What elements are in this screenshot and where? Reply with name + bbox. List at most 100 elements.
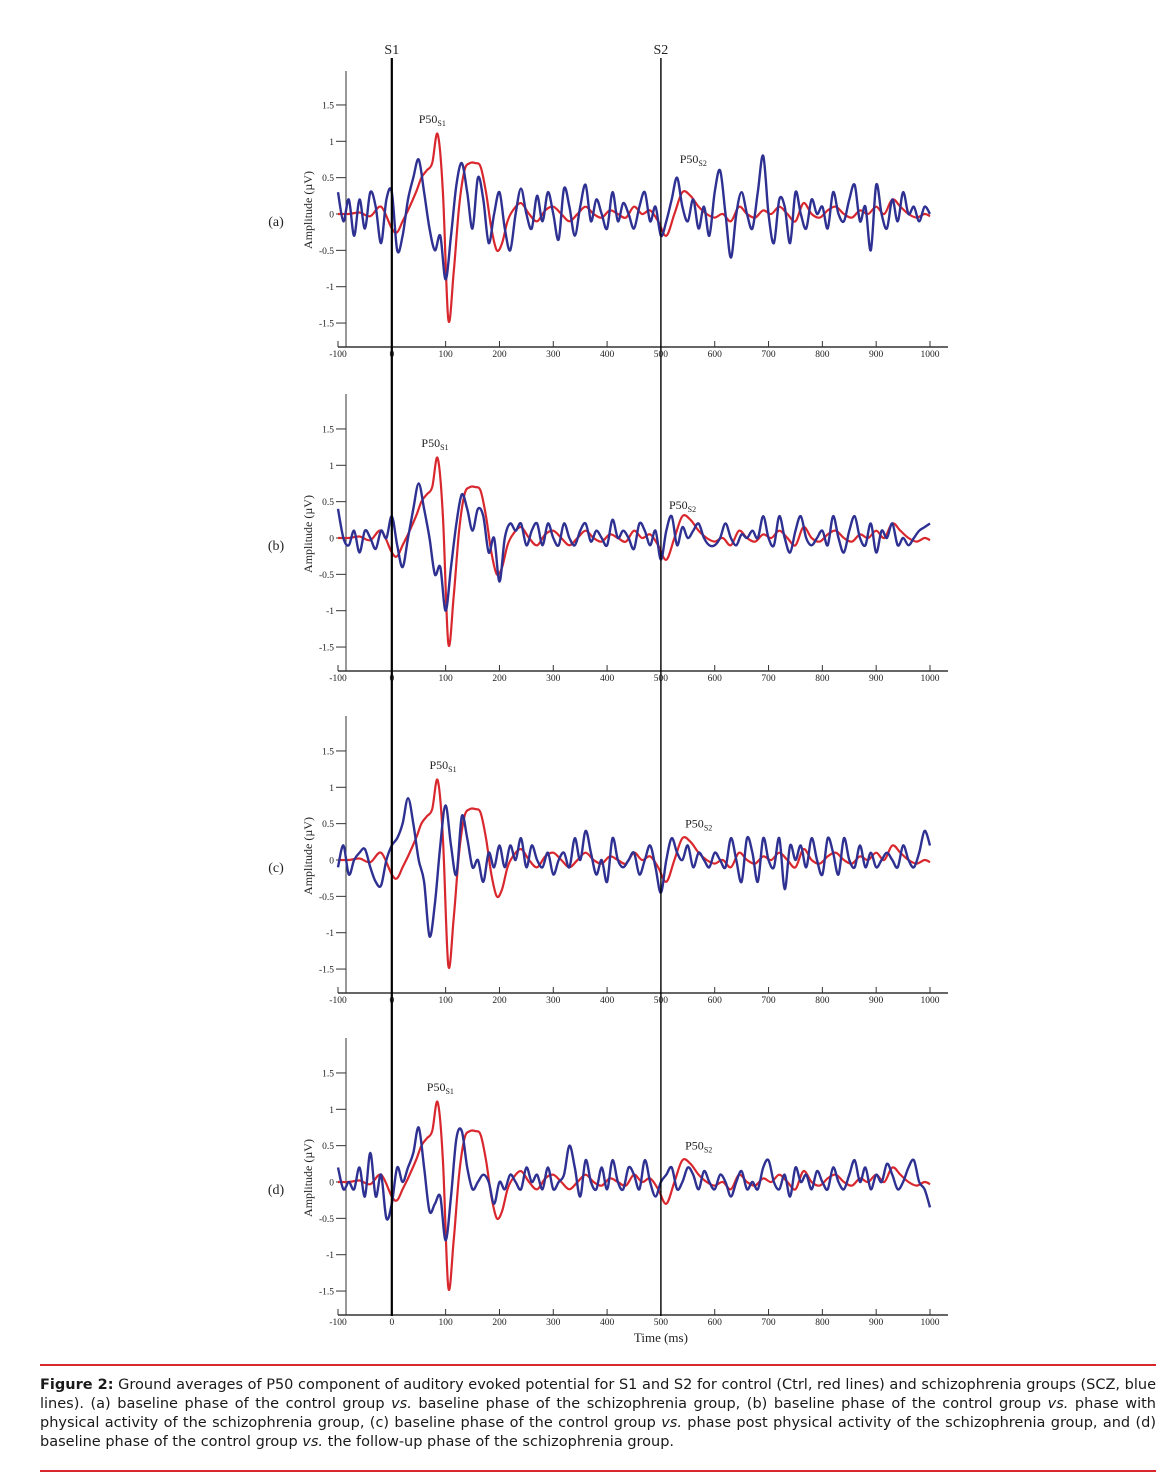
caption-text: Ground averages of P50 component of audi… <box>40 1377 1157 1450</box>
panel-c-y-tick-label: 1 <box>329 784 334 794</box>
panel-a-y-tick-label: 0.5 <box>322 174 334 184</box>
panel-d-x-tick-label: 700 <box>761 1318 776 1328</box>
panel-b-x-tick-label: 900 <box>869 674 884 684</box>
panel-a-x-tick-label: 400 <box>600 350 615 360</box>
panel-a-y-axis-title: Amplitude (µV) <box>301 171 315 249</box>
panel-d-x-tick-label: 1000 <box>921 1318 940 1328</box>
panel-b-y-tick-label: 0 <box>329 535 334 545</box>
panel-b-y-tick-label: -0.5 <box>319 571 334 581</box>
panel-d-label: (d) <box>268 1183 285 1198</box>
panel-c-x-tick-label: 1000 <box>921 996 940 1006</box>
x-axis-title: Time (ms) <box>634 1330 688 1345</box>
panel-d-x-tick-label: 200 <box>492 1318 507 1328</box>
panel-c-x-tick-label: 300 <box>546 996 561 1006</box>
panel-b-y-tick-label: -1 <box>326 607 334 617</box>
panel-b-x-tick-label: 600 <box>708 674 723 684</box>
panel-d-x-tick-label: -100 <box>329 1318 347 1328</box>
panel-d-y-tick-label: 0 <box>329 1179 334 1189</box>
panel-c-x-tick-label: 800 <box>815 996 830 1006</box>
caption-top-rule <box>40 1364 1156 1366</box>
panel-a-peak-label-s2: P50S2 <box>680 152 707 168</box>
panel-d-peak-label-s2: P50S2 <box>685 1138 712 1154</box>
panel-d-x-tick-label: 900 <box>869 1318 884 1328</box>
panel-b-peak-label-s2: P50S2 <box>669 498 696 514</box>
panel-a-x-tick-label: -100 <box>329 350 347 360</box>
panel-c-label: (c) <box>268 861 284 876</box>
panel-a-y-tick-label: 0 <box>329 211 334 221</box>
panel-d-x-tick-label: 0 <box>389 1318 394 1328</box>
panel-b-line-schizophrenia <box>336 482 931 612</box>
panel-b-y-tick-label: 0.5 <box>322 498 334 508</box>
panel-c-x-tick-label: 100 <box>439 996 454 1006</box>
panel-a-x-tick-label: 900 <box>869 350 884 360</box>
panel-b-y-tick-label: -1.5 <box>319 644 334 654</box>
panel-b-x-tick-label: 800 <box>815 674 830 684</box>
panel-b-x-tick-label: 1000 <box>921 674 940 684</box>
panel-b-x-tick-label: 200 <box>492 674 507 684</box>
panel-c-x-tick-label: 700 <box>761 996 776 1006</box>
caption-bottom-rule <box>40 1470 1156 1472</box>
panel-d-y-tick-label: -1 <box>326 1251 334 1261</box>
panel-d-x-tick-label: 600 <box>708 1318 723 1328</box>
panel-d-peak-label-s1: P50S1 <box>427 1080 454 1096</box>
panel-a-x-tick-label: 100 <box>439 350 454 360</box>
panel-c-y-axis-title: Amplitude (µV) <box>301 817 315 895</box>
figure-caption: Figure 2: Ground averages of P50 compone… <box>40 1376 1156 1452</box>
panel-c-peak-label-s1: P50S1 <box>429 758 456 774</box>
panel-b-x-tick-label: -100 <box>329 674 347 684</box>
panel-a-y-tick-label: -0.5 <box>319 247 334 257</box>
panel-c-y-tick-label: -0.5 <box>319 893 334 903</box>
panel-d-x-tick-label: 400 <box>600 1318 615 1328</box>
panel-d-x-tick-label: 300 <box>546 1318 561 1328</box>
panel-a-line-schizophrenia <box>336 154 932 281</box>
panel-d-x-tick-label: 100 <box>439 1318 454 1328</box>
panel-c-x-tick-label: 400 <box>600 996 615 1006</box>
erp-figure: S1S21.510.50-0.5-1-1.5-10001002003004005… <box>268 43 948 1345</box>
panel-d-y-axis-title: Amplitude (µV) <box>301 1139 315 1217</box>
panel-b-line-control <box>337 456 931 647</box>
panel-c-y-tick-label: 0.5 <box>322 820 334 830</box>
panel-a-x-tick-label: 800 <box>815 350 830 360</box>
panel-c-y-tick-label: -1 <box>326 929 334 939</box>
panel-c-x-tick-label: 900 <box>869 996 884 1006</box>
panel-b-y-tick-label: 1.5 <box>322 425 334 435</box>
panel-b-y-axis-title: Amplitude (µV) <box>301 495 315 573</box>
panel-a-peak-label-s1: P50S1 <box>419 112 446 128</box>
panel-a-x-tick-label: 300 <box>546 350 561 360</box>
panel-a-x-tick-label: 700 <box>761 350 776 360</box>
panel-a-x-tick-label: 1000 <box>921 350 940 360</box>
panel-a-x-tick-label: 200 <box>492 350 507 360</box>
panel-d-x-tick-label: 500 <box>654 1318 669 1328</box>
panel-d-y-tick-label: -0.5 <box>319 1215 334 1225</box>
panel-a-y-tick-label: -1 <box>326 283 334 293</box>
panel-b-y-tick-label: 1 <box>329 462 334 472</box>
panel-b-x-tick-label: 300 <box>546 674 561 684</box>
panel-c-y-tick-label: 0 <box>329 857 334 867</box>
panel-d-y-tick-label: 1 <box>329 1106 334 1116</box>
panel-c-x-tick-label: 600 <box>708 996 723 1006</box>
panel-d-line-schizophrenia <box>336 1126 932 1242</box>
panel-d-y-tick-label: -1.5 <box>319 1288 334 1298</box>
panel-c-peak-label-s2: P50S2 <box>685 816 712 832</box>
stimulus-label-s2: S2 <box>654 43 669 58</box>
caption-label: Figure 2: <box>40 1377 114 1393</box>
panel-d-y-tick-label: 1.5 <box>322 1069 334 1079</box>
panel-a-y-tick-label: 1.5 <box>322 101 334 111</box>
panel-c-y-tick-label: -1.5 <box>319 966 334 976</box>
panel-c-x-tick-label: -100 <box>329 996 347 1006</box>
panel-a-y-tick-label: 1 <box>329 138 334 148</box>
panel-b-x-tick-label: 400 <box>600 674 615 684</box>
stimulus-label-s1: S1 <box>384 43 399 58</box>
panel-d-line-control <box>337 1100 931 1291</box>
panel-b-x-tick-label: 100 <box>439 674 454 684</box>
panel-c-y-tick-label: 1.5 <box>322 747 334 757</box>
panel-a-x-tick-label: 600 <box>708 350 723 360</box>
panel-d-y-tick-label: 0.5 <box>322 1142 334 1152</box>
panel-b-x-tick-label: 700 <box>761 674 776 684</box>
panel-b-peak-label-s1: P50S1 <box>421 436 448 452</box>
panel-a-label: (a) <box>268 215 284 230</box>
panel-a-y-tick-label: -1.5 <box>319 320 334 330</box>
panel-b-label: (b) <box>268 539 285 554</box>
panel-d-x-tick-label: 800 <box>815 1318 830 1328</box>
panel-c-line-control <box>337 778 931 969</box>
